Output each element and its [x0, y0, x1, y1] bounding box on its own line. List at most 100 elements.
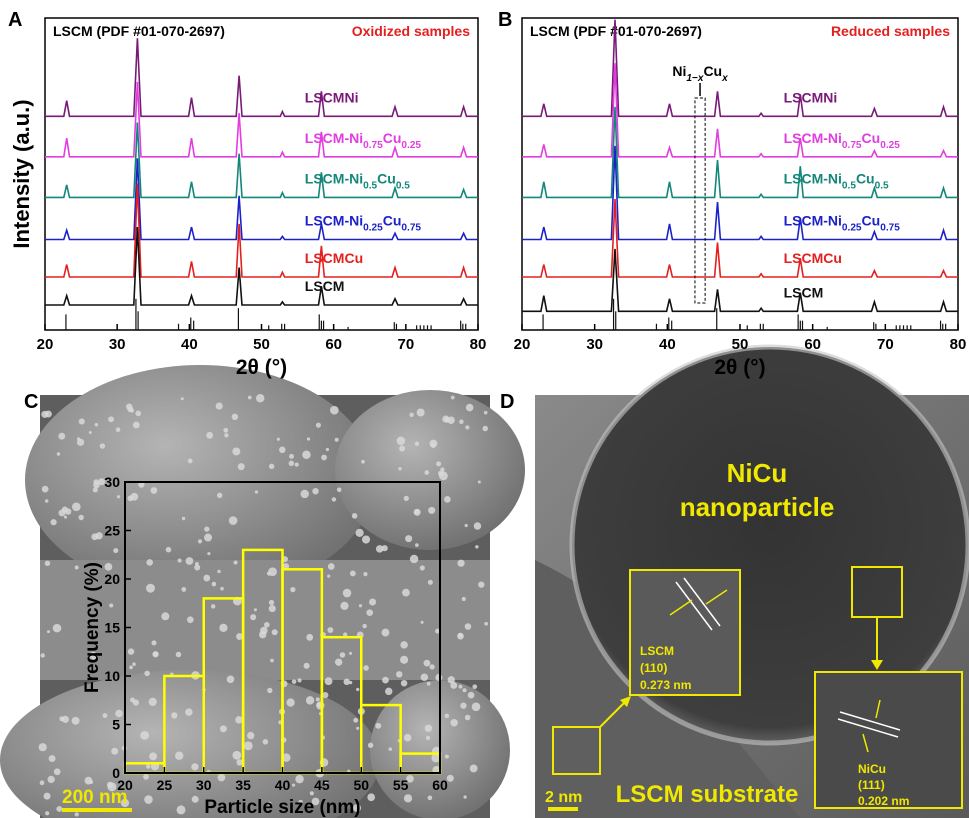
- y-axis-label: Frequency (%): [82, 562, 103, 693]
- sem-particle: [140, 731, 149, 740]
- sem-particle: [109, 603, 113, 607]
- sem-particle: [234, 560, 238, 564]
- sem-particle: [235, 716, 242, 723]
- sem-particle: [77, 437, 80, 440]
- sem-particle: [149, 698, 157, 706]
- inset-label: (110): [640, 661, 667, 675]
- sem-particle: [316, 423, 321, 428]
- label-part: 0.75: [842, 140, 862, 151]
- inset-label: LSCM: [640, 644, 674, 658]
- sem-particle: [349, 652, 352, 655]
- series-label: LSCM: [305, 278, 345, 294]
- substrate-label: LSCM substrate: [616, 781, 799, 808]
- x-tick-label: 35: [235, 777, 251, 793]
- sem-particle: [397, 437, 406, 446]
- sem-particle: [188, 459, 193, 464]
- annotation-part: 1−x: [686, 73, 703, 84]
- series-label: LSCMCu: [305, 250, 363, 266]
- sem-particle: [438, 470, 444, 476]
- annotation: Ni1−xCux: [672, 63, 728, 84]
- sem-particle: [340, 652, 345, 657]
- x-tick-label: 55: [393, 777, 409, 793]
- label-part: LSCM-Ni: [784, 130, 842, 146]
- sem-particle: [149, 752, 157, 760]
- sem-particle: [316, 701, 324, 709]
- y-axis-label: Intensity (a.u.): [9, 99, 34, 248]
- series-line: [45, 123, 478, 198]
- sem-particle: [108, 416, 114, 422]
- sem-particle: [369, 598, 376, 605]
- sem-particle: [185, 708, 193, 716]
- sem-particle: [105, 563, 113, 571]
- sem-particle: [304, 663, 310, 669]
- sem-particle: [448, 676, 455, 683]
- label-part: Cu: [856, 170, 875, 186]
- sem-particle: [451, 396, 455, 400]
- x-tick-label: 70: [877, 336, 894, 353]
- sem-particle: [227, 675, 235, 683]
- sem-particle: [264, 622, 270, 628]
- sem-particle: [191, 763, 198, 770]
- sem-particle: [465, 524, 468, 527]
- x-tick-label: 20: [37, 336, 54, 353]
- sem-particle: [484, 622, 488, 626]
- sem-particle: [175, 752, 183, 760]
- sem-particle: [232, 447, 240, 455]
- sem-particle: [399, 445, 405, 451]
- figure: NiCu nanoparticle LSCM (110) 0.273 nm Ni…: [0, 0, 969, 818]
- sem-particle: [389, 747, 393, 751]
- sem-particle: [181, 397, 184, 400]
- sem-particle: [301, 490, 309, 498]
- sem-particle: [427, 682, 431, 686]
- sem-particle: [396, 671, 402, 677]
- sem-particle: [95, 423, 98, 426]
- sem-particle: [459, 420, 463, 424]
- sem-particle: [93, 479, 99, 485]
- sem-particle: [400, 641, 408, 649]
- sem-particle: [269, 464, 274, 469]
- sem-particle: [223, 428, 228, 433]
- sem-particle: [161, 612, 169, 620]
- sem-particle: [445, 714, 450, 719]
- sem-particle: [111, 748, 118, 755]
- sem-particle: [75, 565, 79, 569]
- x-tick-label: 80: [950, 336, 967, 353]
- sem-particle: [113, 548, 118, 553]
- sem-particle: [429, 664, 434, 669]
- tem-inset: [630, 570, 740, 695]
- sem-particle: [385, 688, 392, 695]
- label-part: 0.75: [401, 223, 421, 234]
- sem-particle: [85, 777, 93, 785]
- sem-particle: [478, 581, 484, 587]
- sem-particle: [146, 584, 155, 593]
- sem-particle: [64, 515, 67, 518]
- sem-particle: [478, 480, 481, 483]
- sem-particle: [146, 764, 150, 768]
- label-part: 0.75: [363, 140, 383, 151]
- sem-particle: [79, 418, 85, 424]
- label-part: 0.25: [401, 140, 421, 151]
- sem-particle: [462, 688, 466, 692]
- sem-particle: [436, 461, 441, 466]
- sem-particle: [195, 562, 199, 566]
- sem-particle: [267, 688, 272, 693]
- sem-particle: [335, 438, 339, 442]
- scale-bar-label: 2 nm: [545, 789, 582, 806]
- label-part: LSCM: [305, 278, 345, 294]
- label-part: LSCM-Ni: [784, 170, 842, 186]
- label-part: LSCM: [784, 284, 824, 300]
- sem-particle: [356, 688, 359, 691]
- sem-particle: [129, 665, 133, 669]
- label-part: 0.75: [880, 223, 900, 234]
- sem-particle: [428, 795, 433, 800]
- chart-subtitle: Oxidized samples: [352, 23, 470, 39]
- label-part: Cu: [862, 213, 881, 229]
- sem-particle: [290, 587, 295, 592]
- sem-particle: [272, 629, 278, 635]
- inset-label: (111): [858, 778, 885, 792]
- sem-particle: [62, 506, 68, 512]
- sem-particle: [103, 713, 108, 718]
- sem-particle: [352, 513, 358, 519]
- sem-particle: [130, 409, 134, 413]
- sem-particle: [474, 522, 481, 529]
